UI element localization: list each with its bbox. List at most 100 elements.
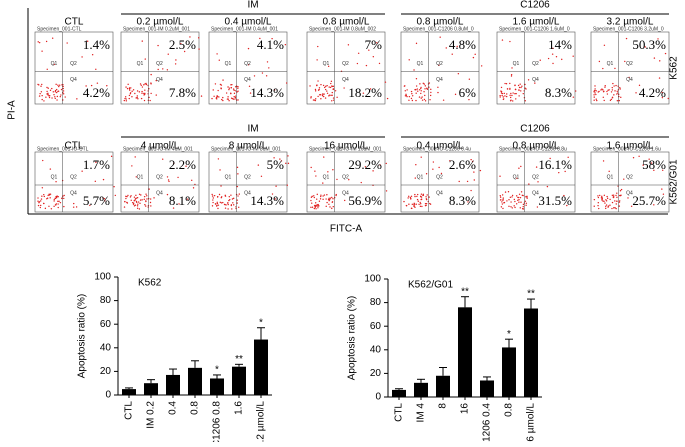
quadrant-label: Q1 [323,174,330,180]
upper-percent: 2.6% [449,157,476,172]
event-dot [66,42,68,44]
event-dot [236,91,238,93]
event-dot [413,205,416,207]
event-dot [514,93,516,95]
event-dot [127,194,129,197]
event-dot [527,79,530,81]
event-dot [519,196,522,199]
event-dot [136,196,139,199]
event-dot [525,196,527,198]
event-dot [310,96,312,98]
event-dot [500,90,502,92]
event-dot [420,193,423,195]
event-dot [219,83,222,86]
event-dot [56,95,59,98]
event-dot [575,90,577,92]
bar [188,367,202,395]
event-dot [316,59,318,61]
event-dot [128,97,130,100]
event-dot [212,89,214,91]
event-dot [49,197,51,199]
event-dot [265,75,268,77]
quadrant-label: Q1 [137,174,144,180]
event-dot [59,95,61,98]
event-dot [218,193,221,196]
event-dot [510,75,513,77]
event-dot [230,97,233,99]
event-dot [602,67,604,70]
event-dot [134,92,136,95]
event-dot [360,181,362,184]
x-tick-label: 0.4 [168,401,179,415]
event-dot [526,196,528,198]
event-dot [217,204,220,206]
event-dot [137,201,140,203]
event-dot [428,82,431,84]
event-dot [314,204,316,207]
y-tick-label: 60 [100,319,112,330]
event-dot [48,205,50,207]
event-dot [317,80,319,82]
event-dot [417,200,419,202]
event-dot [46,68,48,70]
event-dot [514,200,516,203]
event-dot [510,206,512,208]
event-dot [598,60,601,63]
event-dot [173,162,175,165]
event-dot [518,201,520,203]
panel-label: CTL [65,141,84,152]
event-dot [336,178,338,181]
event-dot [132,89,135,91]
event-dot [237,173,239,175]
event-dot [343,87,345,89]
event-dot [420,86,422,89]
event-dot [129,92,132,94]
event-dot [220,185,222,187]
quadrant-label: Q4 [532,190,539,196]
event-dot [610,98,613,101]
event-dot [58,200,60,203]
event-dot [515,98,517,100]
event-dot [85,85,87,87]
event-dot [320,83,322,86]
panel-frame [496,31,576,105]
event-dot [600,89,602,91]
event-dot [609,99,612,102]
chart-title: K562 [138,278,162,289]
event-dot [638,84,641,87]
event-dot [661,188,663,190]
event-dot [525,88,527,90]
lower-percent: 8.1% [169,193,196,208]
event-dot [504,95,506,97]
event-dot [502,96,504,98]
panel-label: 0.4 µmol/L [225,17,272,28]
specimen-label: Specimen_001-CTL [37,26,82,32]
event-dot [522,194,524,197]
event-dot [53,198,55,201]
event-dot [442,99,445,101]
event-dot [197,37,200,39]
event-dot [509,94,511,97]
event-dot [613,85,615,87]
event-dot [662,193,665,195]
event-dot [439,36,441,38]
event-dot [162,68,164,70]
event-dot [437,91,439,94]
event-dot [143,92,145,95]
lower-percent: 56.9% [348,193,382,208]
event-dot [91,54,94,56]
event-dot [332,198,334,200]
event-dot [424,100,427,102]
event-dot [216,201,218,203]
event-dot [426,88,429,90]
event-dot [175,59,177,61]
x-tick-label: 3.2 µmol/L [256,401,267,442]
event-dot [215,205,218,207]
event-dot [145,193,147,195]
event-dot [499,199,502,201]
event-dot [318,88,320,91]
event-dot [320,98,322,100]
x-tick-label: CTL [394,403,405,422]
event-dot [257,164,260,166]
event-dot [237,86,239,88]
